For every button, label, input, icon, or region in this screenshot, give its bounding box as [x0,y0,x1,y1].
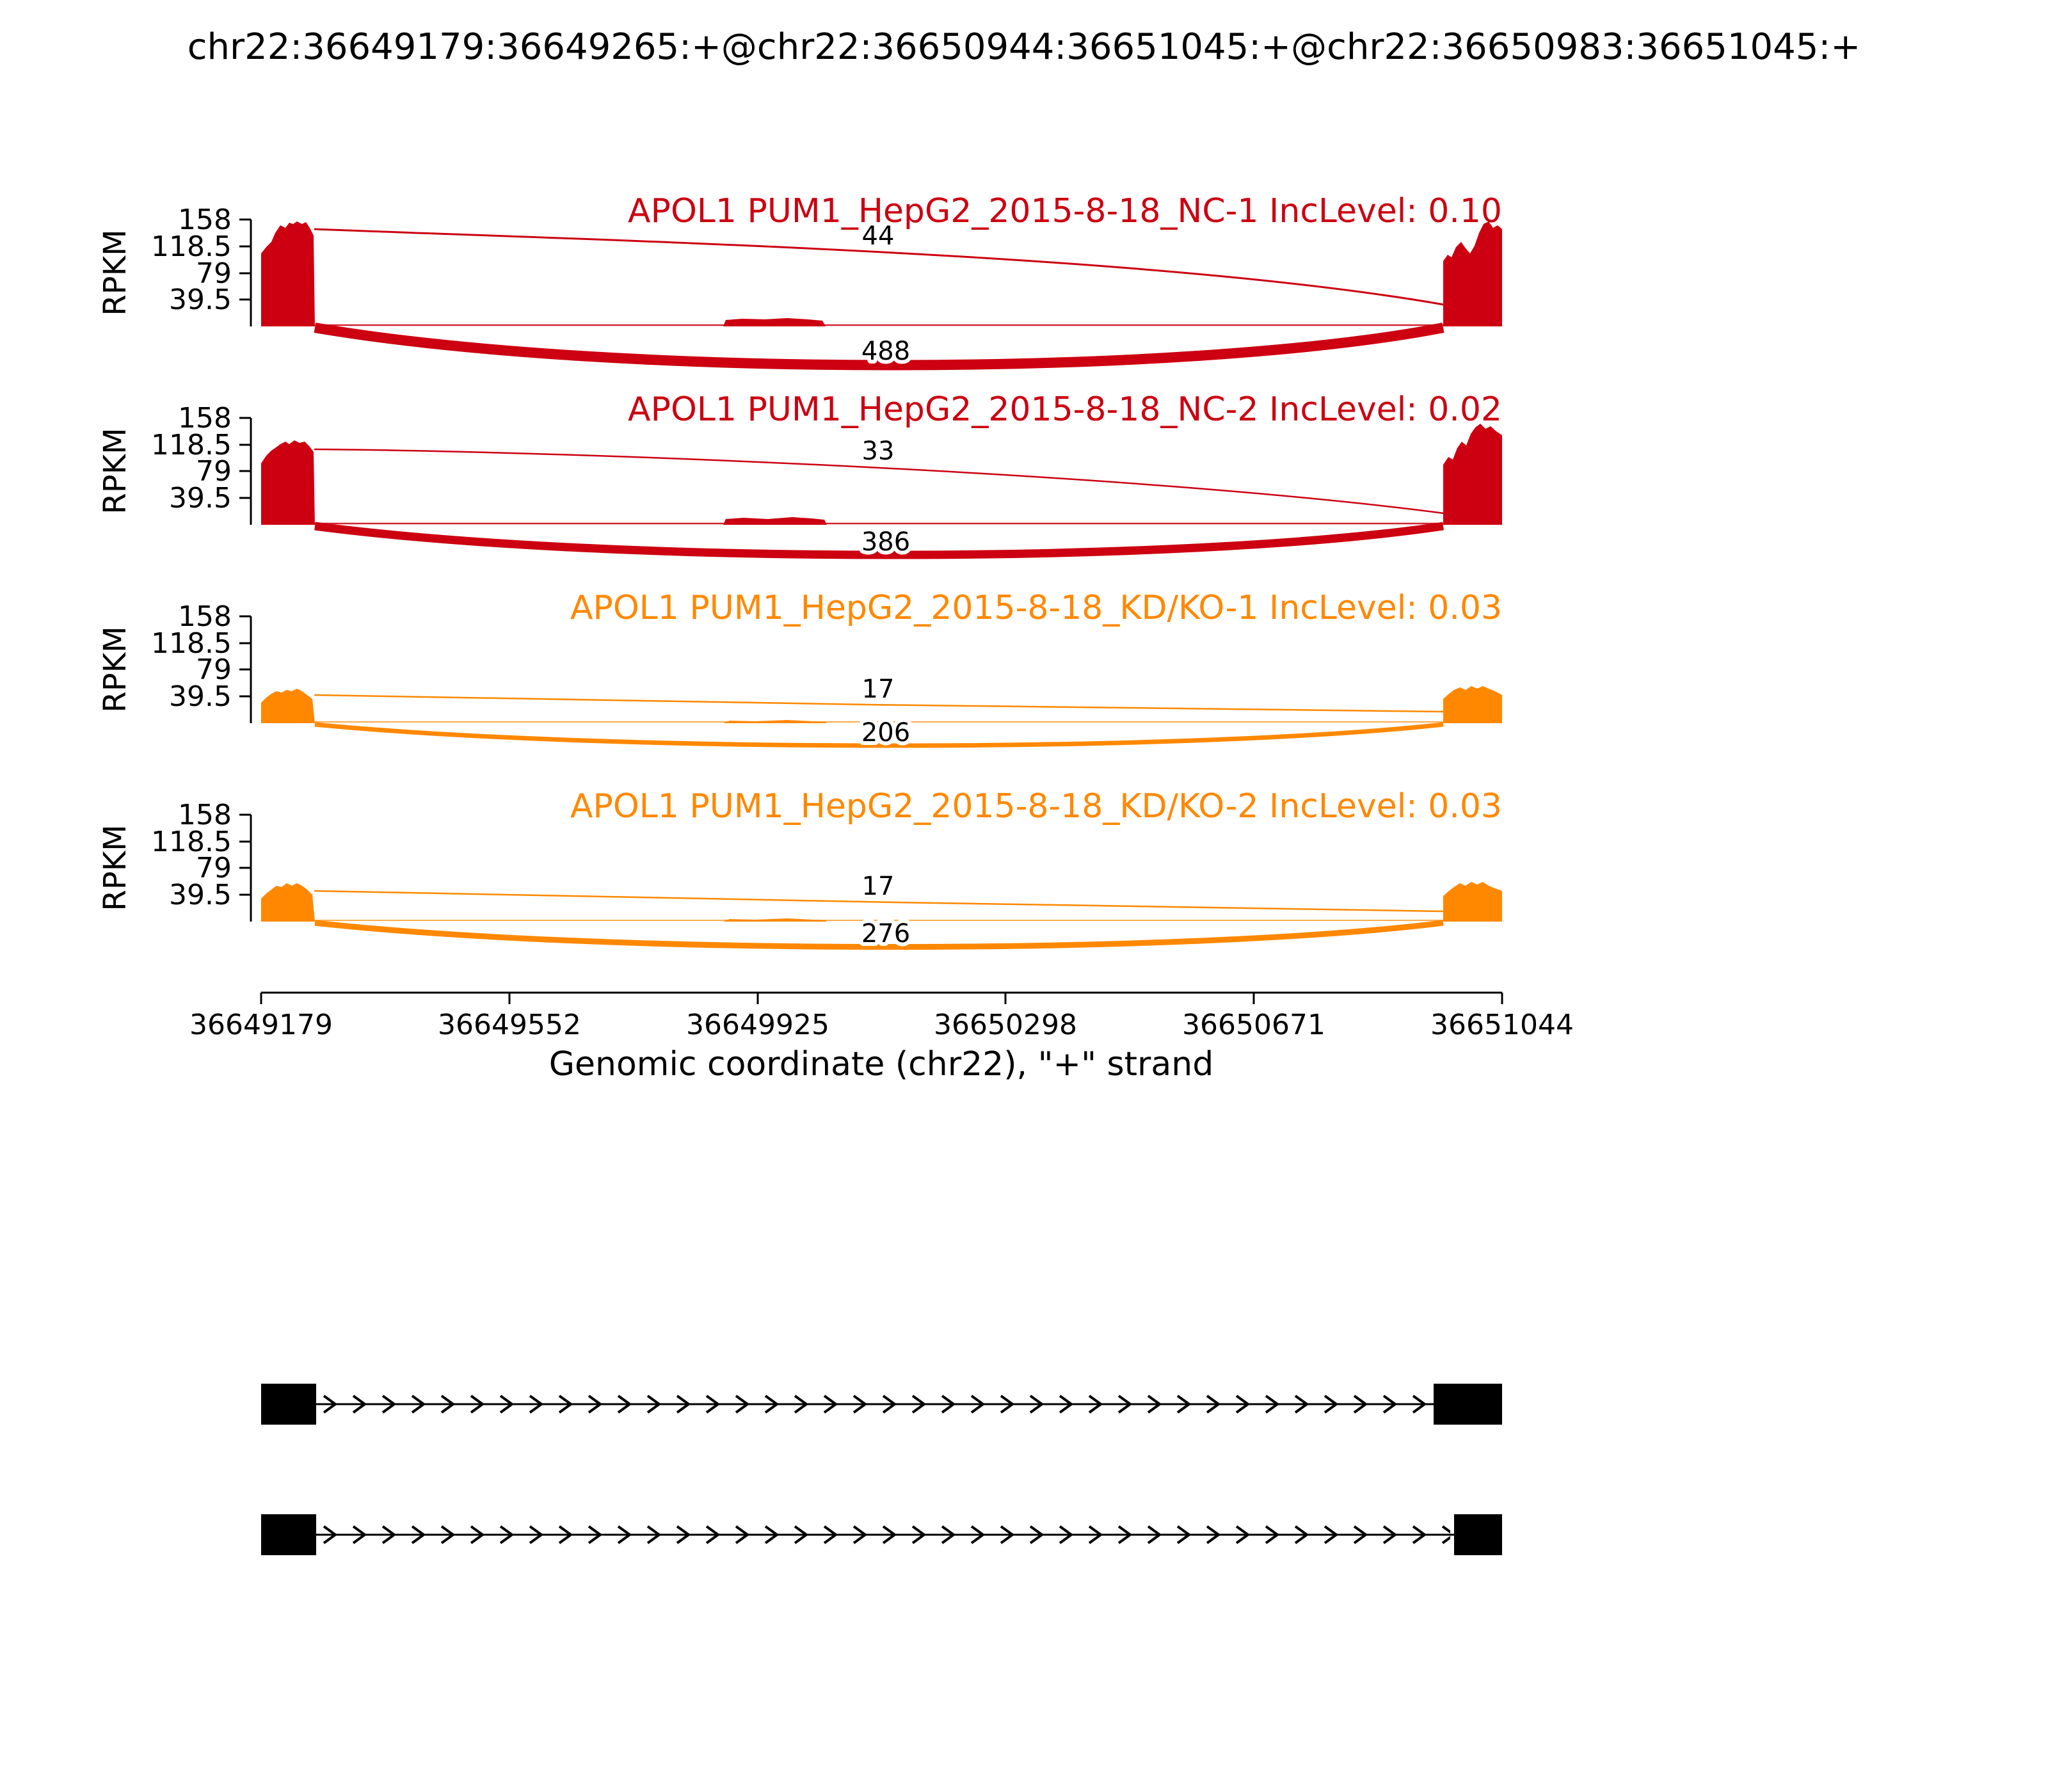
y-tick-label: 158 [178,402,232,435]
junction-count-bottom: 206 [861,718,910,748]
junction-arc-bottom [314,722,1444,748]
y-tick-label: 79 [196,257,232,290]
junction-arc-bottom [314,323,1444,371]
track-nc-2: APOL1 PUM1_HepG2_2015-8-18_NC-2 IncLevel… [97,390,1502,561]
y-tick-label: 79 [196,852,232,884]
x-tick-label: 36650298 [934,1009,1077,1041]
exon-box-left [261,1514,316,1555]
x-tick-label: 36651044 [1430,1009,1574,1041]
y-tick-label: 158 [178,204,232,236]
y-tick-label: 39.5 [169,879,232,911]
junction-arc-top [314,448,1444,515]
y-tick-label: 118.5 [151,627,232,660]
junction-arc-top [314,694,1444,713]
y-tick-label: 158 [178,600,232,633]
coverage-right-exon [1443,882,1502,922]
y-tick-label: 158 [178,799,232,831]
coverage-skipped-exon [723,918,827,922]
y-tick-label: 39.5 [169,284,232,316]
x-tick-label: 36649552 [438,1009,581,1041]
junction-count-top: 44 [862,221,895,251]
coverage-left-exon [261,221,315,326]
track-kdko-2: APOL1 PUM1_HepG2_2015-8-18_KD/KO-2 IncLe… [97,787,1502,952]
isoform-diagram-1 [261,1384,1502,1425]
y-axis-label: RPKM [97,229,133,316]
junction-arc-bottom [314,920,1444,950]
x-tick-label: 36649179 [189,1009,333,1041]
coverage-skipped-exon [723,517,827,525]
y-axis-label: RPKM [97,428,133,514]
y-tick-label: 79 [196,653,232,686]
junction-count-bottom: 386 [861,527,910,557]
junction-arc-bottom [314,522,1444,559]
coverage-skipped-exon [723,720,827,723]
coverage-right-exon [1443,424,1502,525]
y-tick-label: 118.5 [151,230,232,263]
track-title: APOL1 PUM1_HepG2_2015-8-18_KD/KO-1 IncLe… [570,589,1502,627]
x-axis-label: Genomic coordinate (chr22), "+" strand [549,1045,1214,1084]
coverage-left-exon [261,689,315,723]
junction-count-bottom: 488 [861,337,910,366]
coverage-left-exon [261,440,315,525]
track-title: APOL1 PUM1_HepG2_2015-8-18_KD/KO-2 IncLe… [570,787,1502,826]
y-axis-label: RPKM [97,626,133,712]
strand-arrows [320,1523,1450,1546]
exon-box-left [261,1384,316,1425]
y-tick-label: 79 [196,455,232,488]
junction-arc-top [314,228,1444,306]
exon-box-right [1454,1514,1502,1555]
y-tick-label: 39.5 [169,482,232,515]
coverage-skipped-exon [723,318,826,326]
coverage-right-exon [1443,221,1502,326]
x-axis: 36649179 36649552 36649925 36650298 3665… [189,991,1574,1084]
y-axis-label: RPKM [97,824,133,911]
y-tick-label: 118.5 [151,429,232,461]
exon-box-right [1434,1384,1502,1425]
track-kdko-1: APOL1 PUM1_HepG2_2015-8-18_KD/KO-1 IncLe… [97,589,1502,751]
plot-title: chr22:36649179:36649265:+@chr22:36650944… [188,26,1860,68]
x-tick-label: 36650671 [1182,1009,1325,1041]
coverage-right-exon [1443,686,1502,723]
track-nc-1: APOL1 PUM1_HepG2_2015-8-18_NC-1 IncLevel… [97,192,1502,371]
track-title: APOL1 PUM1_HepG2_2015-8-18_NC-1 IncLevel… [628,192,1502,230]
junction-arc-top [314,890,1444,913]
junction-count-top: 33 [862,436,895,466]
isoform-diagram-2 [261,1514,1502,1555]
y-tick-label: 118.5 [151,826,232,858]
junction-count-top: 17 [862,872,895,901]
junction-count-top: 17 [862,675,895,704]
strand-arrows [320,1393,1430,1416]
junction-count-bottom: 276 [861,919,910,948]
x-tick-label: 36649925 [686,1009,829,1041]
coverage-left-exon [261,883,315,922]
track-title: APOL1 PUM1_HepG2_2015-8-18_NC-2 IncLevel… [628,390,1502,429]
y-tick-label: 39.5 [169,680,232,713]
